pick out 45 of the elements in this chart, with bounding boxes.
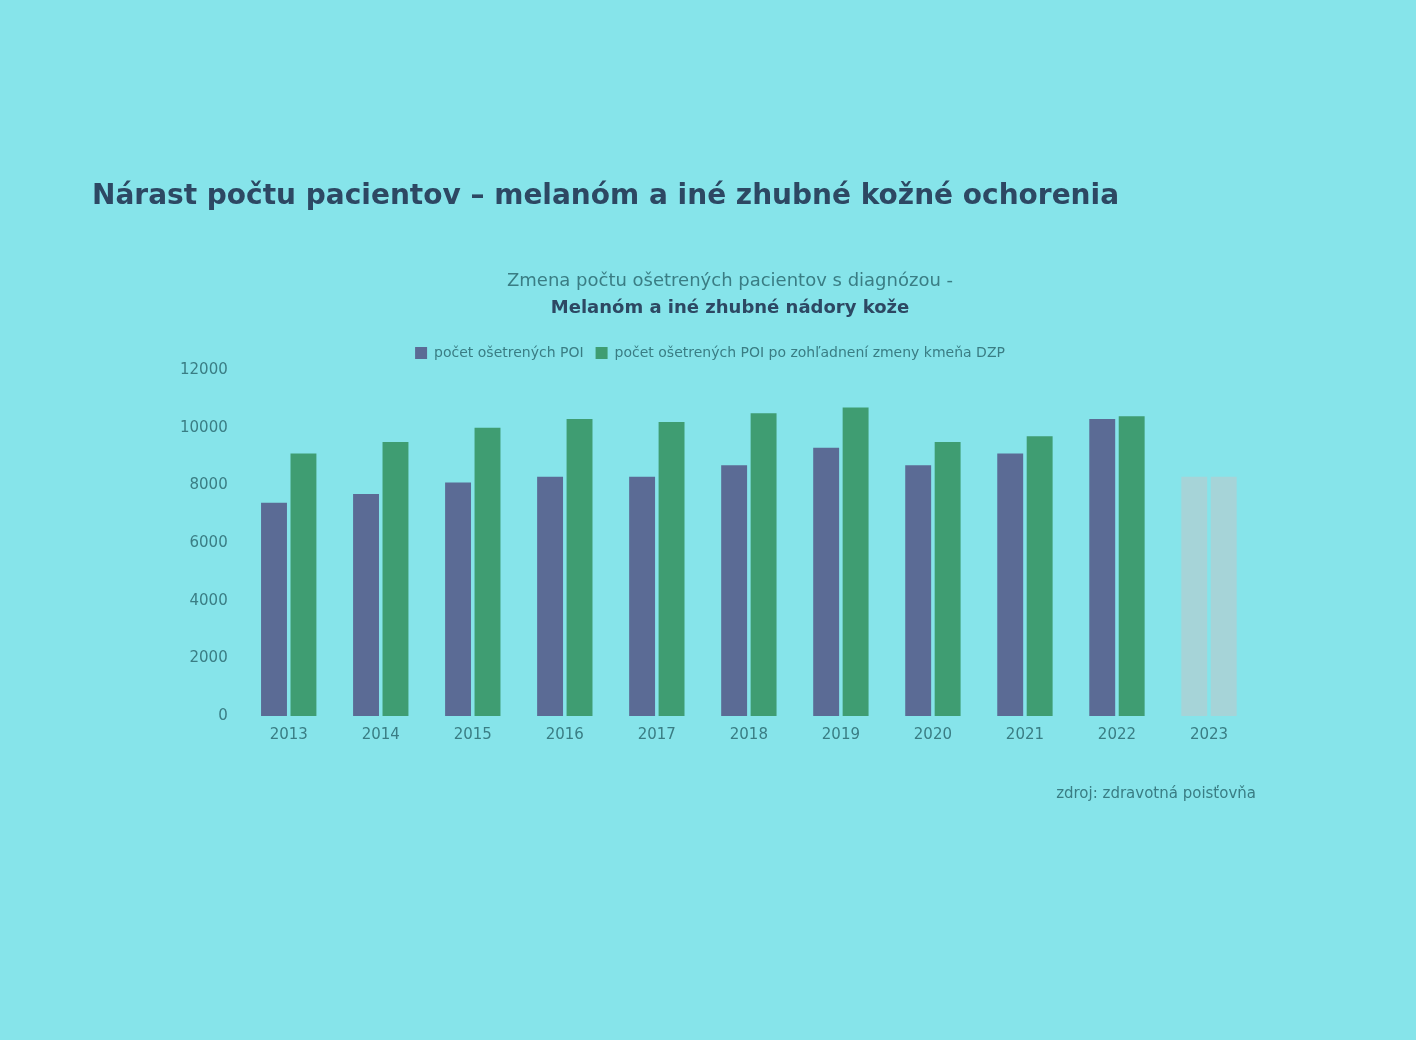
legend-label: počet ošetrených POI po zohľadnení zmeny kmeňa DZP bbox=[614, 343, 1005, 360]
x-tick-label: 2016 bbox=[545, 724, 584, 743]
x-tick-label: 2023 bbox=[1189, 724, 1229, 743]
bar bbox=[1026, 436, 1053, 716]
bar bbox=[905, 465, 932, 716]
y-tick-label: 6000 bbox=[189, 532, 228, 551]
bar bbox=[445, 482, 472, 716]
x-tick-label: 2017 bbox=[637, 724, 676, 743]
bar bbox=[261, 502, 287, 716]
bar bbox=[934, 442, 961, 716]
bar bbox=[353, 493, 379, 716]
bar bbox=[842, 407, 869, 716]
bar bbox=[1181, 476, 1208, 716]
bar bbox=[658, 421, 685, 716]
bar bbox=[1118, 416, 1145, 716]
y-tick-label: 12000 bbox=[180, 359, 228, 378]
bar bbox=[721, 465, 748, 716]
bar bbox=[566, 419, 593, 716]
bar bbox=[1089, 419, 1116, 716]
bar bbox=[290, 453, 317, 716]
bar bbox=[813, 447, 840, 716]
y-tick-label: 0 bbox=[218, 705, 228, 724]
x-tick-label: 2022 bbox=[1097, 724, 1137, 743]
bar bbox=[997, 453, 1024, 716]
text: zdroj: zdravotná poisťovňa bbox=[1056, 784, 1256, 802]
y-tick-label: 10000 bbox=[180, 417, 228, 436]
bar bbox=[1210, 476, 1237, 716]
y-tick-label: 4000 bbox=[189, 590, 228, 609]
chart-title: Nárast počtu pacientov – melanóm a iné zhubné kožné ochorenia bbox=[92, 178, 1120, 211]
x-tick-label: 2019 bbox=[821, 724, 860, 743]
y-tick-label: 8000 bbox=[189, 475, 228, 494]
bar bbox=[474, 427, 501, 716]
bar bbox=[382, 442, 409, 716]
bar bbox=[629, 476, 656, 716]
x-tick-label: 2013 bbox=[269, 724, 308, 743]
x-tick-label: 2020 bbox=[913, 724, 952, 743]
y-tick-label: 2000 bbox=[189, 648, 228, 667]
x-tick-label: 2014 bbox=[361, 724, 400, 743]
x-tick-label: 2021 bbox=[1005, 724, 1045, 743]
legend-label: počet ošetrených POI bbox=[434, 343, 584, 360]
bar bbox=[537, 476, 564, 716]
x-tick-label: 2015 bbox=[453, 724, 492, 743]
chart-subtitle: Zmena počtu ošetrených pacientov s diagnózou - Melanóm a iné zhubné nádory kože bbox=[505, 268, 955, 319]
x-tick-label: 2018 bbox=[729, 724, 768, 743]
bar bbox=[750, 413, 777, 716]
